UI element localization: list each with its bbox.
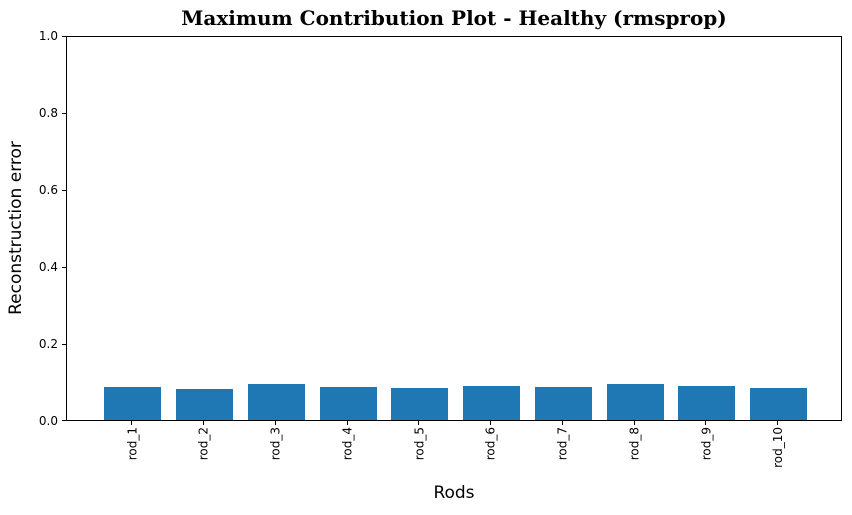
x-tick-label: rod_8 xyxy=(627,427,642,461)
bar-rod_2 xyxy=(176,388,234,420)
bar-rod_10 xyxy=(750,387,808,420)
y-tick-label: 0.4 xyxy=(38,260,58,274)
bar-rod_6 xyxy=(463,386,521,420)
x-tick-label: rod_1 xyxy=(124,427,139,461)
x-tick-mark xyxy=(274,421,276,425)
x-tick-mark xyxy=(203,421,205,425)
y-tick-mark xyxy=(62,420,66,421)
x-tick-mark xyxy=(131,421,133,425)
x-tick-label: rod_3 xyxy=(268,427,283,461)
y-tick-mark xyxy=(62,267,66,268)
x-tick-label: rod_6 xyxy=(483,427,498,461)
bar-rod_9 xyxy=(678,386,736,420)
y-axis-label: Reconstruction error xyxy=(6,141,26,315)
bar-rod_8 xyxy=(606,383,664,420)
y-tick-label: 0.2 xyxy=(38,337,58,351)
y-tick-mark xyxy=(62,113,66,114)
x-tick-mark xyxy=(561,421,563,425)
bar-rod_1 xyxy=(104,386,162,420)
y-tick-mark xyxy=(62,190,66,191)
y-tick-label: 0.8 xyxy=(38,106,58,120)
x-axis-label: Rods xyxy=(433,483,475,503)
x-tick-mark xyxy=(490,421,492,425)
y-tick-label: 0.0 xyxy=(38,414,58,428)
y-tick-label: 1.0 xyxy=(38,29,58,43)
chart-title: Maximum Contribution Plot - Healthy (rms… xyxy=(181,6,727,30)
x-tick-label: rod_2 xyxy=(196,427,211,461)
y-tick-label: 0.6 xyxy=(38,183,58,197)
bar-rod_4 xyxy=(319,387,377,420)
x-tick-mark xyxy=(705,421,707,425)
x-tick-label: rod_7 xyxy=(555,427,570,461)
bar-rod_3 xyxy=(247,383,305,420)
x-tick-label: rod_5 xyxy=(411,427,426,461)
x-tick-mark xyxy=(633,421,635,425)
x-tick-mark xyxy=(418,421,420,425)
x-tick-mark xyxy=(346,421,348,425)
bar-rod_5 xyxy=(391,387,449,420)
plot-area xyxy=(66,36,842,421)
y-tick-mark xyxy=(62,36,66,37)
x-tick-label: rod_10 xyxy=(770,427,785,468)
y-tick-mark xyxy=(62,344,66,345)
x-tick-label: rod_4 xyxy=(340,427,355,461)
x-tick-mark xyxy=(777,421,779,425)
x-tick-label: rod_9 xyxy=(698,427,713,461)
bar-rod_7 xyxy=(534,387,592,420)
